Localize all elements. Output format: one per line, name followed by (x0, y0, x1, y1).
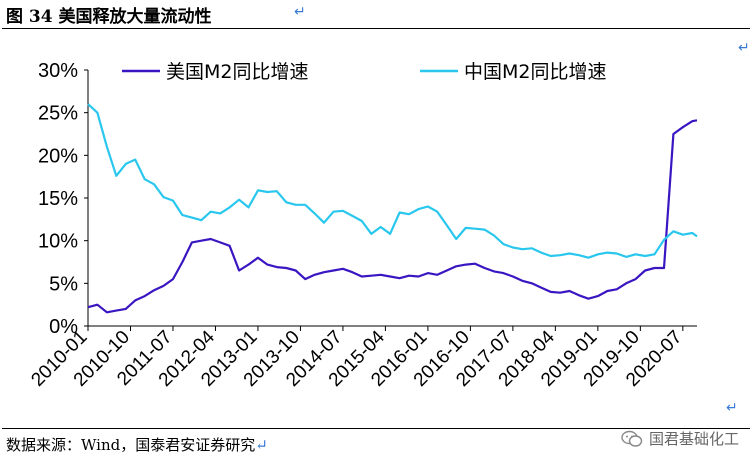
legend-label: 美国M2同比增速 (166, 61, 308, 83)
x-axis-ticks: 2010-012010-102011-072012-042013-012013-… (27, 326, 686, 391)
y-tick-label: 25% (38, 103, 78, 125)
y-tick-label: 0% (49, 316, 78, 338)
return-mark: ↵ (294, 4, 306, 20)
y-tick-label: 30% (38, 60, 78, 82)
y-tick-label: 10% (38, 231, 78, 253)
source-note: 数据来源：Wind，国泰君安证券研究↵ (6, 436, 268, 454)
top-divider (2, 28, 750, 29)
chart-legend: 美国M2同比增速 中国M2同比增速 (122, 61, 606, 83)
china-m2-series-line (87, 103, 698, 259)
y-tick-label: 20% (38, 145, 78, 167)
y-axis-ticks: 0% 5% 10% 15% 20% 25% 30% (38, 60, 88, 338)
chart-axes (87, 70, 697, 327)
return-mark: ↵ (738, 40, 750, 56)
y-tick-label: 5% (49, 273, 78, 295)
wechat-icon (621, 430, 643, 447)
y-tick-label: 15% (38, 188, 78, 210)
return-mark: ↵ (726, 400, 738, 416)
watermark-label: 国君基础化工 (648, 430, 739, 448)
watermark: 国君基础化工 (621, 428, 739, 449)
us-m2-series-line (87, 119, 698, 314)
page-title: 图 34 美国释放大量流动性 (6, 7, 212, 27)
legend-label: 中国M2同比增速 (464, 61, 606, 83)
bottom-divider (2, 428, 750, 429)
series-lines (87, 103, 698, 314)
